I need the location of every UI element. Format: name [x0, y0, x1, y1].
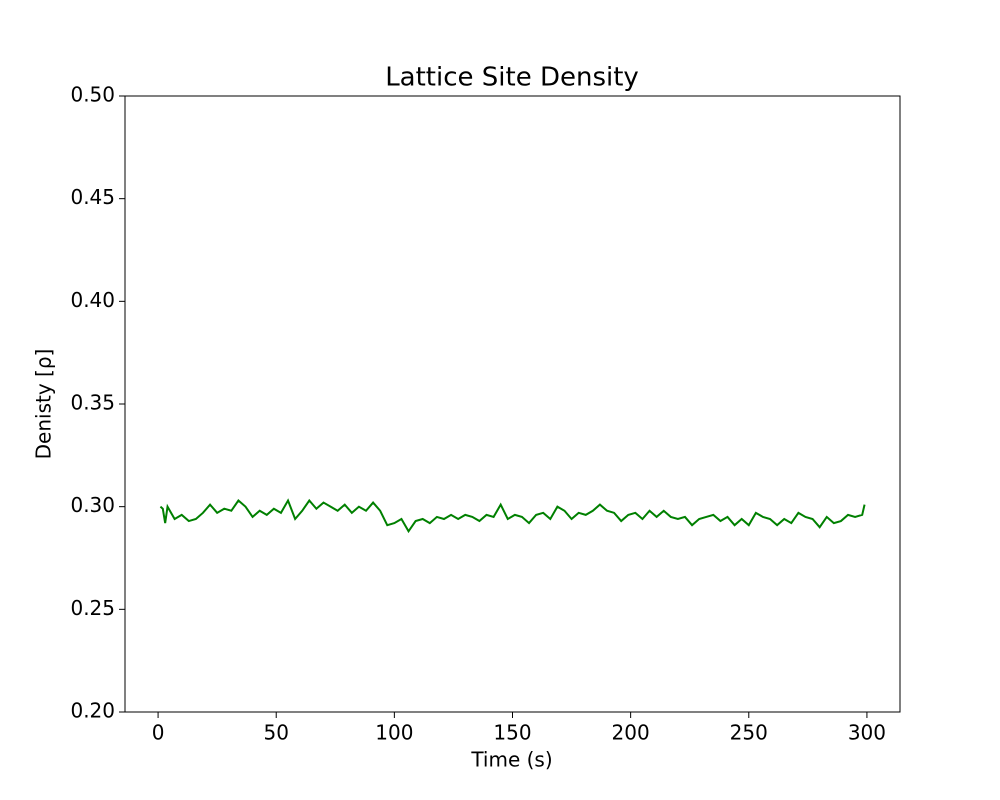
y-tick-label: 0.25 [70, 596, 115, 620]
y-tick-label: 0.40 [70, 288, 115, 312]
y-axis-label: Denisty [ρ] [32, 349, 56, 460]
x-tick-label: 200 [612, 721, 650, 745]
x-tick-label: 50 [263, 721, 288, 745]
x-tick-label: 300 [848, 721, 886, 745]
data-line [159, 498, 866, 534]
x-tick-label: 150 [493, 721, 531, 745]
x-axis-label: Time (s) [470, 748, 552, 772]
chart-title: Lattice Site Density [385, 63, 639, 93]
y-tick-label: 0.30 [70, 493, 115, 517]
y-tick-label: 0.35 [70, 391, 115, 415]
y-tick-label: 0.20 [70, 699, 115, 723]
plot-frame [124, 95, 901, 713]
y-tick-label: 0.45 [70, 185, 115, 209]
x-tick-label: 100 [375, 721, 413, 745]
x-tick-label: 0 [152, 721, 165, 745]
y-tick-label: 0.50 [70, 83, 115, 107]
x-tick-label: 250 [730, 721, 768, 745]
